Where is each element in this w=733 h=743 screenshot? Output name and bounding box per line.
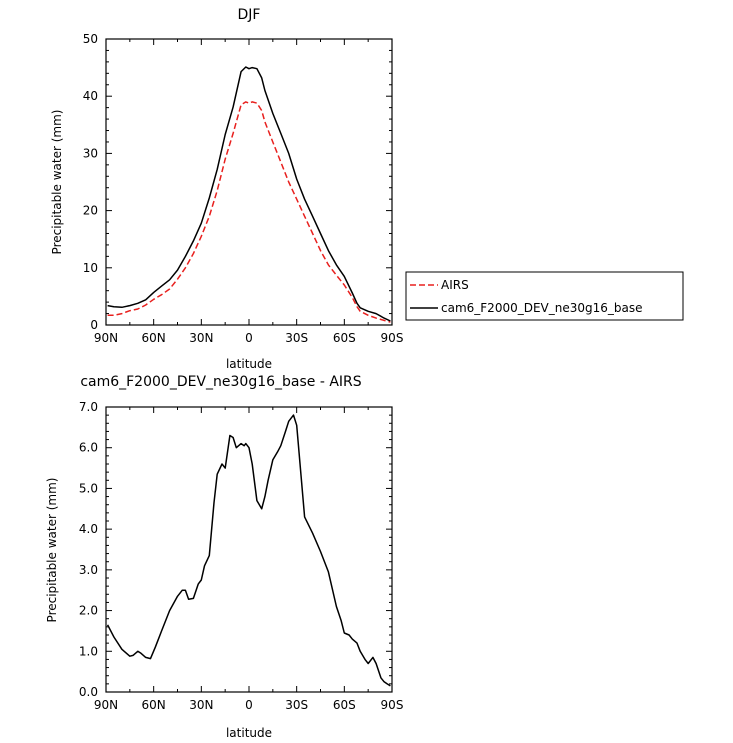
series-line-0-1 xyxy=(107,66,391,322)
panel1-axes: 90N 60N 30N 0 30S 60S 90S 0 10 20 30 40 50 xyxy=(83,32,404,345)
y-tick-label: 5.0 xyxy=(79,481,98,495)
y-tick-label: 4.0 xyxy=(79,522,98,536)
y-tick-label: 30 xyxy=(83,146,98,160)
x-tick-label: 30N xyxy=(189,331,213,345)
panel1-title: DJF xyxy=(238,7,261,23)
x-tick-label: 0 xyxy=(245,698,253,712)
panel1-xlabel: latitude xyxy=(226,357,272,371)
legend-label-airs: AIRS xyxy=(441,278,469,292)
panel2-xlabel: latitude xyxy=(226,726,272,740)
series-line-0-0 xyxy=(107,101,391,323)
x-tick-label: 60S xyxy=(333,331,356,345)
x-tick-label: 90S xyxy=(381,331,404,345)
y-tick-label: 2.0 xyxy=(79,604,98,618)
series-line-1-0 xyxy=(106,414,391,687)
y-tick-label: 40 xyxy=(83,89,98,103)
x-tick-label: 90S xyxy=(381,698,404,712)
panel1-series xyxy=(107,66,391,323)
y-tick-label: 0 xyxy=(90,318,98,332)
x-tick-label: 0 xyxy=(245,331,253,345)
y-tick-label: 3.0 xyxy=(79,563,98,577)
panel2-title: cam6_F2000_DEV_ne30g16_base - AIRS xyxy=(80,374,361,390)
djf-panel: DJF Precipitable water (mm) latitude 90N… xyxy=(50,7,403,371)
panel2-ylabel: Precipitable water (mm) xyxy=(45,478,59,623)
x-tick-label: 60N xyxy=(142,331,166,345)
y-tick-label: 10 xyxy=(83,261,98,275)
panel2-axes: 90N 60N 30N 0 30S 60S 90S 0.0 1.0 2.0 3.0 4.0 5.0 6.0… xyxy=(79,400,404,712)
legend-box xyxy=(405,271,684,321)
y-tick-label: 20 xyxy=(83,204,98,218)
legend: AIRS cam6_F2000_DEV_ne30g16_base xyxy=(405,271,684,321)
x-tick-label: 90N xyxy=(94,331,118,345)
x-tick-label: 60S xyxy=(333,698,356,712)
panel2-series xyxy=(106,414,391,687)
panel1-plot-frame xyxy=(105,38,393,326)
y-tick-label: 0.0 xyxy=(79,685,98,699)
x-tick-label: 90N xyxy=(94,698,118,712)
x-tick-label: 30S xyxy=(285,698,308,712)
legend-label-model: cam6_F2000_DEV_ne30g16_base xyxy=(441,301,643,315)
panel2-plot-frame xyxy=(105,406,393,693)
panel1-ylabel: Precipitable water (mm) xyxy=(50,110,64,255)
x-tick-label: 30N xyxy=(189,698,213,712)
y-tick-label: 50 xyxy=(83,32,98,46)
x-tick-label: 60N xyxy=(142,698,166,712)
x-tick-label: 30S xyxy=(285,331,308,345)
y-tick-label: 1.0 xyxy=(79,644,98,658)
y-tick-label: 7.0 xyxy=(79,400,98,414)
difference-panel: cam6_F2000_DEV_ne30g16_base - AIRS Preci… xyxy=(45,374,403,740)
y-tick-label: 6.0 xyxy=(79,441,98,455)
